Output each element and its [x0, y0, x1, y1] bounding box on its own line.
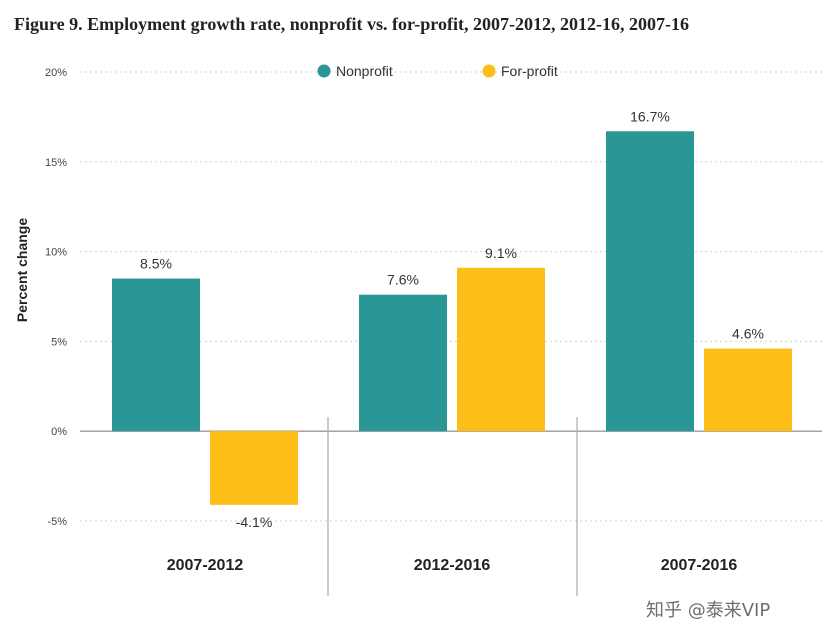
data-label: 16.7%: [630, 108, 670, 124]
y-axis-ticks: 20% 15% 10% 5% 0% -5%: [45, 67, 67, 528]
grid-lines: [80, 71, 822, 522]
legend-item-nonprofit: Nonprofit: [317, 63, 393, 79]
bar-for-profit-2012-2016: [457, 267, 545, 432]
y-tick-label: 15%: [45, 157, 67, 169]
data-label: 9.1%: [485, 245, 517, 261]
bar-nonprofit-2012-2016: [359, 294, 447, 432]
legend-label: Nonprofit: [336, 63, 393, 79]
y-axis-label: Percent change: [14, 218, 30, 322]
category-label: 2007-2012: [167, 557, 244, 574]
bar-nonprofit-2007-2012: [112, 278, 200, 432]
y-tick-label: -5%: [47, 516, 67, 528]
y-tick-label: 20%: [45, 67, 67, 79]
bar-for-profit-2007-2016: [704, 348, 792, 432]
y-tick-label: 5%: [51, 336, 67, 348]
bar-for-profit-2007-2012: [210, 431, 298, 505]
data-labels: 8.5% -4.1% 7.6% 9.1% 16.7% 4.6%: [140, 108, 764, 530]
y-tick-label: 10%: [45, 247, 67, 259]
y-tick-label: 0%: [51, 426, 67, 438]
category-label: 2012-2016: [414, 557, 491, 574]
legend-swatch: [482, 64, 496, 78]
category-labels: 2007-2012 2012-2016 2007-2016: [167, 557, 738, 574]
data-label: -4.1%: [236, 514, 273, 530]
bar-nonprofit-2007-2016: [606, 131, 694, 432]
category-separators: [327, 417, 578, 596]
legend-label: For-profit: [501, 63, 558, 79]
data-label: 7.6%: [387, 272, 419, 288]
bars: [112, 131, 792, 505]
chart-title: Figure 9. Employment growth rate, nonpro…: [14, 14, 689, 34]
legend-item-for-profit: For-profit: [482, 63, 558, 79]
legend: Nonprofit For-profit: [317, 63, 558, 79]
legend-swatch: [317, 64, 331, 78]
data-label: 8.5%: [140, 256, 172, 272]
category-label: 2007-2016: [661, 557, 738, 574]
watermark: 知乎 @泰来VIP: [646, 600, 771, 621]
data-label: 4.6%: [732, 326, 764, 342]
